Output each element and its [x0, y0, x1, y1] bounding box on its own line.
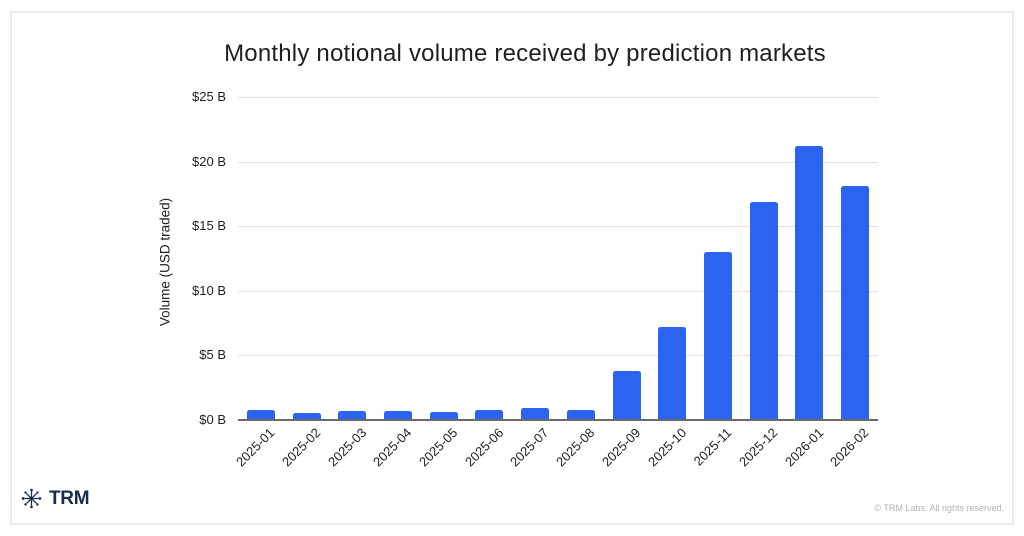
- bar-2025-10: [658, 327, 687, 419]
- bar-2025-06: [475, 410, 504, 419]
- bar-2025-09: [612, 371, 641, 419]
- bar-2025-08: [566, 410, 595, 419]
- gridline: [238, 290, 878, 292]
- bar-2026-01: [795, 146, 824, 419]
- gridline: [238, 355, 878, 357]
- y-tick-label: $0 B: [199, 412, 226, 427]
- bar-2025-02: [292, 413, 321, 419]
- bar-2025-03: [338, 411, 367, 419]
- copyright-notice: © TRM Labs. All rights reserved.: [874, 503, 1004, 513]
- y-tick-label: $20 B: [192, 153, 226, 169]
- bar-2026-02: [841, 186, 870, 419]
- bar-2025-12: [749, 202, 778, 419]
- y-tick-label: $25 B: [192, 89, 226, 104]
- brand-logo: TRM: [20, 487, 90, 510]
- bar-2025-05: [429, 412, 458, 419]
- plot-area: [238, 97, 878, 421]
- y-tick-label: $5 B: [199, 347, 226, 363]
- bar-2025-04: [384, 411, 412, 419]
- y-axis-title: Volume (USD traded): [157, 197, 173, 327]
- y-tick-label: $15 B: [192, 218, 226, 234]
- bar-2025-07: [521, 408, 550, 419]
- x-axis-baseline: [238, 419, 878, 421]
- trm-snowflake-icon: [21, 488, 42, 509]
- chart-title: Monthly notional volume received by pred…: [224, 40, 826, 67]
- brand-name: TRM: [49, 487, 90, 509]
- y-tick-label: $10 B: [192, 282, 226, 298]
- gridline: [238, 226, 878, 228]
- gridline: [238, 161, 878, 163]
- bar-2025-11: [704, 252, 732, 419]
- gridline: [238, 97, 878, 98]
- bar-2025-01: [246, 410, 275, 419]
